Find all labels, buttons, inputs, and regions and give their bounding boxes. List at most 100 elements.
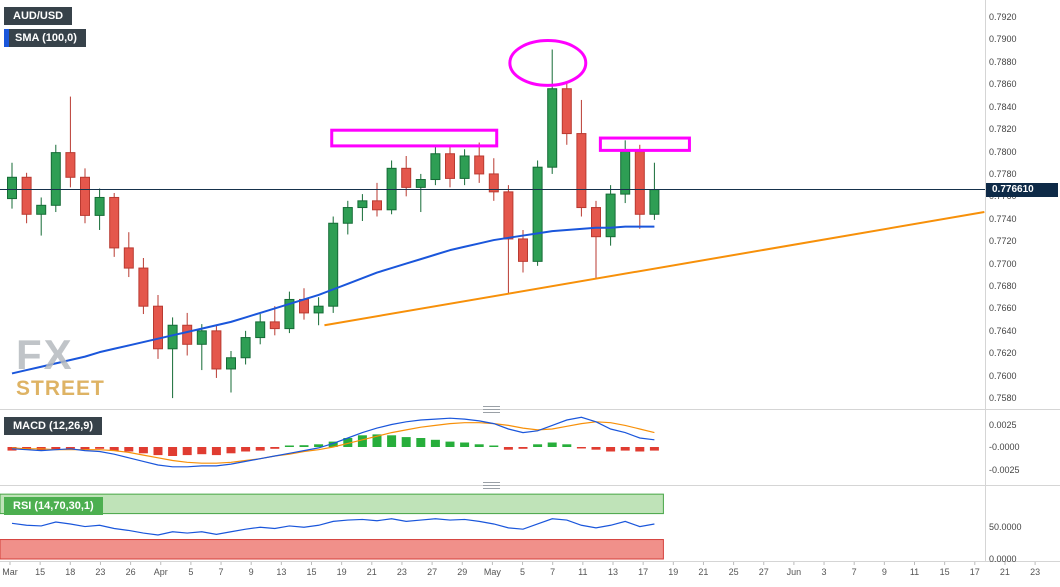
candle-body: [269, 321, 280, 330]
candle-body: [299, 298, 309, 314]
macd-histogram-bar: [211, 447, 221, 456]
macd-histogram-bar: [372, 434, 382, 447]
macd-indicator-label[interactable]: MACD (12,26,9): [4, 417, 103, 435]
candle-body: [547, 88, 558, 168]
macd-histogram-bar: [270, 447, 280, 449]
macd-histogram-bar: [445, 441, 455, 447]
macd-histogram-bar: [343, 438, 353, 447]
rsi-oversold-band: [0, 539, 664, 560]
candle-body: [342, 207, 353, 224]
macd-histogram-bar: [474, 444, 484, 447]
candle-body: [153, 305, 163, 350]
macd-histogram-bar: [95, 447, 105, 449]
fxstreet-watermark: FX STREET: [16, 331, 105, 400]
candle-body: [372, 200, 382, 211]
sma-indicator-label[interactable]: SMA (100,0): [4, 29, 86, 47]
candle-body: [211, 330, 222, 370]
macd-histogram-bar: [255, 447, 265, 451]
macd-histogram-bar: [576, 447, 586, 449]
macd-histogram-bar: [51, 447, 61, 450]
candle-body: [80, 176, 90, 216]
symbol-label[interactable]: AUD/USD: [4, 7, 73, 25]
macd-histogram-bar: [168, 447, 178, 456]
candle-body: [649, 189, 660, 215]
macd-histogram-bar: [138, 447, 148, 454]
macd-histogram-bar: [80, 447, 90, 450]
candle-body: [284, 298, 295, 330]
candle-body: [357, 200, 368, 209]
macd-histogram-bar: [430, 439, 440, 447]
candle-body: [328, 222, 339, 307]
macd-histogram-bar: [314, 444, 324, 447]
macd-histogram-bar: [387, 435, 397, 447]
sma-100-line: [11, 225, 655, 375]
macd-histogram-bar: [328, 441, 338, 447]
macd-histogram-bar: [109, 447, 119, 451]
candle-body: [532, 166, 543, 262]
candle-body: [240, 337, 251, 359]
candle-body: [226, 357, 236, 370]
rsi-overbought-band: [0, 493, 664, 515]
candle-body: [415, 179, 426, 188]
macd-histogram-bar: [547, 442, 557, 447]
resistance-zone-annotation: [598, 136, 691, 152]
macd-histogram-bar: [591, 447, 601, 450]
candle-body: [459, 155, 470, 179]
candle-body: [182, 324, 193, 345]
candle-body: [36, 204, 47, 215]
watermark-street-text: STREET: [16, 377, 105, 400]
macd-histogram-bar: [153, 447, 163, 456]
macd-histogram-bar: [518, 447, 528, 449]
watermark-fx-text: FX: [16, 331, 74, 378]
peak-circle-annotation: [508, 39, 588, 87]
rsi-panel-resize-handle[interactable]: [483, 482, 500, 489]
macd-histogram-bar: [489, 445, 499, 447]
candle-body: [65, 152, 76, 178]
candle-body: [94, 196, 105, 216]
rsi-line: [11, 518, 655, 536]
macd-histogram-bar: [635, 447, 645, 452]
macd-histogram-bar: [460, 442, 470, 447]
current-price-tag: 0.776610: [986, 183, 1058, 197]
macd-panel-resize-handle[interactable]: [483, 406, 500, 413]
candle-body: [591, 207, 601, 238]
candle-body: [7, 176, 17, 200]
rsi-indicator-label[interactable]: RSI (14,70,30,1): [4, 497, 103, 515]
candle-body: [109, 196, 120, 249]
macd-histogram-bar: [357, 435, 367, 447]
macd-histogram-bar: [197, 447, 207, 455]
macd-histogram-bar: [284, 445, 294, 447]
candle-body: [313, 305, 324, 314]
macd-signal-line: [11, 421, 655, 464]
candle-body: [445, 153, 455, 179]
candle-body: [518, 238, 528, 262]
macd-histogram-bar: [649, 447, 659, 451]
candle-body: [430, 153, 441, 181]
macd-histogram-bar: [299, 445, 309, 447]
candle-body: [255, 321, 266, 339]
resistance-zone-annotation: [330, 128, 499, 148]
macd-histogram-bar: [503, 447, 513, 450]
candle-body: [561, 88, 572, 135]
macd-histogram-bar: [533, 444, 543, 447]
ascending-trendline: [324, 211, 985, 327]
candle-body: [605, 193, 616, 238]
candle-body: [488, 173, 499, 193]
macd-histogram-bar: [620, 447, 630, 451]
candle-body: [620, 151, 631, 195]
macd-histogram-bar: [226, 447, 236, 454]
candle-body: [503, 191, 514, 240]
macd-histogram-bar: [401, 437, 411, 447]
macd-histogram-bar: [562, 444, 572, 447]
macd-histogram-bar: [182, 447, 192, 456]
candle-body: [123, 247, 134, 269]
candle-body: [50, 152, 61, 206]
candle-body: [138, 267, 149, 307]
macd-histogram-bar: [241, 447, 251, 452]
candle-body: [401, 167, 412, 188]
candle-body: [576, 133, 587, 209]
macd-histogram-bar: [606, 447, 616, 452]
macd-histogram-bar: [65, 447, 75, 449]
